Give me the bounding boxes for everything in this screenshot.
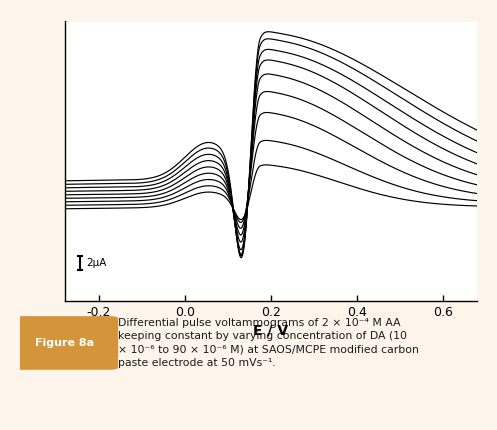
FancyBboxPatch shape [11,316,118,370]
Text: Differential pulse voltammograms of 2 × 10⁻⁴ M AA
keeping constant by varying co: Differential pulse voltammograms of 2 × … [118,318,419,369]
X-axis label: E / V: E / V [253,323,288,337]
Text: 2μA: 2μA [86,258,106,267]
Text: Figure 8a: Figure 8a [35,338,94,348]
